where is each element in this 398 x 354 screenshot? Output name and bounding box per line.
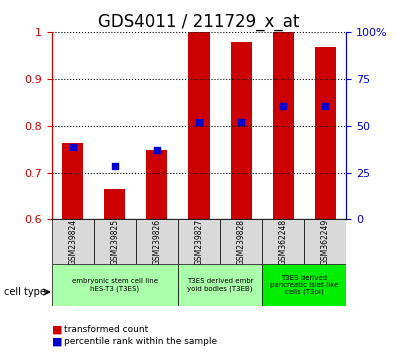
Bar — [178, 264, 262, 306]
Text: GSM239827: GSM239827 — [195, 218, 203, 265]
Bar — [62, 143, 83, 219]
Text: ■: ■ — [52, 337, 62, 347]
Text: embryonic stem cell line
hES-T3 (T3ES): embryonic stem cell line hES-T3 (T3ES) — [72, 278, 158, 292]
Bar — [230, 42, 252, 219]
Bar — [94, 219, 136, 264]
Text: cell type: cell type — [4, 287, 46, 297]
Bar — [315, 47, 336, 219]
Point — [70, 144, 76, 150]
Title: GDS4011 / 211729_x_at: GDS4011 / 211729_x_at — [98, 13, 300, 30]
Text: T3ES derived
pancreatic islet-like
cells (T3pi): T3ES derived pancreatic islet-like cells… — [270, 275, 338, 295]
Text: GSM239825: GSM239825 — [110, 218, 119, 265]
Point — [322, 103, 328, 108]
Point — [112, 163, 118, 169]
Text: percentile rank within the sample: percentile rank within the sample — [64, 337, 217, 346]
Text: ■: ■ — [52, 324, 62, 334]
Text: GSM239828: GSM239828 — [236, 219, 246, 264]
Bar — [146, 150, 168, 219]
Text: T3ES derived embr
yoid bodies (T3EB): T3ES derived embr yoid bodies (T3EB) — [187, 278, 253, 292]
Bar — [189, 32, 209, 219]
Point — [280, 103, 286, 108]
Text: GSM362248: GSM362248 — [279, 218, 288, 265]
Point — [196, 119, 202, 125]
Text: GSM362249: GSM362249 — [321, 218, 330, 265]
Bar — [52, 264, 178, 306]
Bar — [262, 264, 346, 306]
Bar — [104, 189, 125, 219]
Point — [238, 119, 244, 125]
Text: transformed count: transformed count — [64, 325, 148, 334]
Bar — [273, 32, 294, 219]
Text: GSM239826: GSM239826 — [152, 218, 162, 265]
Text: GSM239824: GSM239824 — [68, 218, 77, 265]
Bar — [136, 219, 178, 264]
Point — [154, 147, 160, 153]
Bar — [262, 219, 304, 264]
Bar — [220, 219, 262, 264]
Bar — [178, 219, 220, 264]
Bar — [304, 219, 346, 264]
Bar — [52, 219, 94, 264]
